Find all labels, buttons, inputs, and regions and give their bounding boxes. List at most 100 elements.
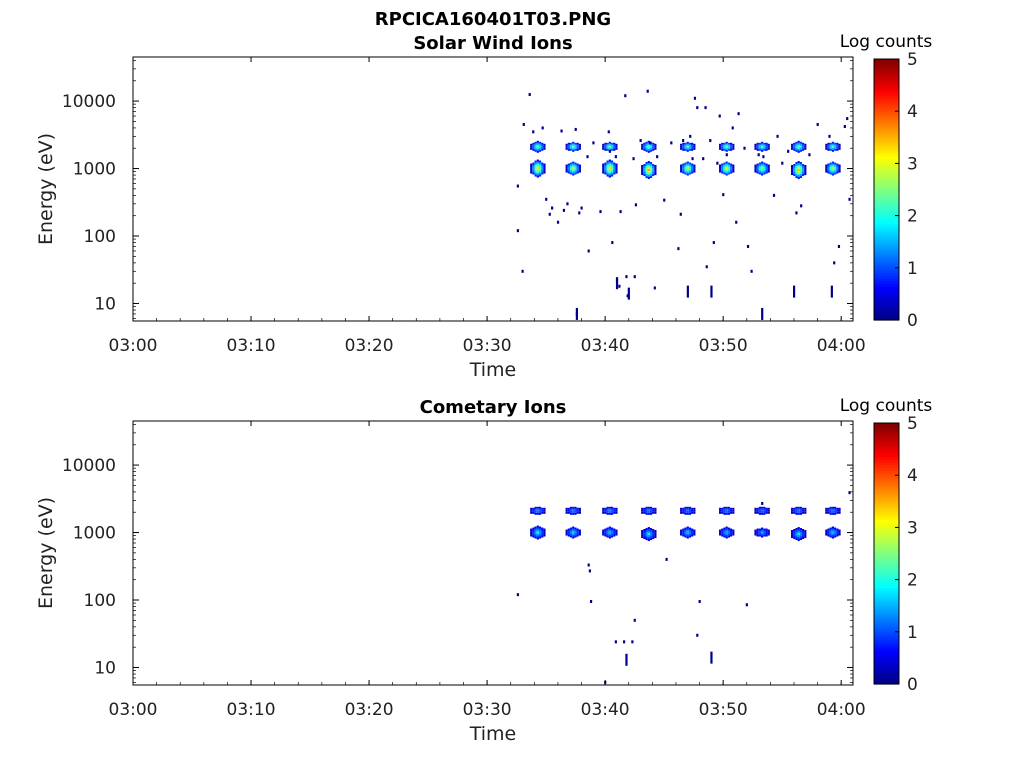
plot-frame (132, 420, 854, 686)
count-cell (576, 509, 579, 512)
count-cell (534, 172, 537, 175)
count-cell (686, 530, 689, 533)
count-cell (754, 507, 757, 510)
count-cell (754, 531, 757, 534)
count-cell (654, 173, 657, 176)
count-cell (645, 528, 648, 531)
count-cell (602, 143, 605, 146)
panel-title: Cometary Ions (420, 397, 567, 418)
count-cell (574, 168, 577, 171)
count-cell (721, 532, 724, 535)
count-cell (721, 142, 724, 145)
count-cell (608, 145, 611, 148)
count-cell (610, 142, 614, 145)
count-cell (719, 529, 722, 532)
count-cell (765, 144, 768, 147)
count-cell (530, 507, 533, 510)
count-cell (613, 146, 616, 149)
count-cell (719, 168, 722, 171)
count-cell (727, 168, 731, 171)
count-cell (608, 508, 611, 511)
count-cell (530, 165, 533, 168)
count-dot (589, 600, 593, 604)
count-cell (538, 166, 542, 169)
count-cell (802, 146, 805, 149)
colorbar-step (874, 105, 899, 110)
count-cell (693, 164, 696, 167)
count-cell (684, 144, 687, 147)
count-cell (838, 143, 841, 146)
colorbar-step (874, 639, 899, 643)
count-cell (569, 527, 573, 530)
count-cell (723, 512, 726, 515)
count-cell (532, 531, 535, 534)
count-cell (795, 538, 798, 541)
energy-peak (825, 141, 841, 152)
x-tick-label: 03:10 (227, 336, 276, 356)
count-cell (686, 506, 689, 509)
count-cell (615, 169, 618, 172)
count-cell (647, 506, 650, 509)
count-cell (574, 170, 577, 173)
count-cell (569, 508, 573, 511)
colorbar-step (874, 475, 899, 479)
count-cell (574, 146, 577, 149)
count-dot (745, 603, 748, 607)
count-cell (829, 148, 832, 151)
colorbar-step (874, 233, 899, 238)
count-cell (652, 172, 655, 175)
count-cell (765, 530, 768, 533)
count-cell (725, 506, 728, 509)
x-tick-label: 04:00 (817, 336, 866, 356)
count-cell (838, 164, 841, 167)
count-cell (834, 168, 837, 171)
count-cell (767, 143, 770, 146)
count-cell (827, 169, 830, 172)
count-cell (645, 174, 648, 177)
count-cell (578, 511, 581, 514)
count-cell (761, 147, 764, 150)
count-cell (831, 528, 835, 531)
count-cell (732, 529, 735, 532)
count-cell (802, 170, 805, 173)
x-tick-label: 03:10 (227, 700, 276, 720)
count-cell (727, 166, 731, 169)
count-cell (725, 534, 728, 537)
count-cell (641, 169, 644, 172)
colorbar-tick-label: 4 (907, 102, 918, 122)
count-cell (578, 147, 581, 150)
colorbar-step (874, 61, 899, 65)
colorbar-step (874, 168, 899, 172)
count-cell (654, 530, 657, 533)
count-cell (797, 512, 800, 515)
count-cell (606, 174, 609, 177)
colorbar-step (874, 134, 899, 138)
count-cell (758, 146, 762, 149)
count-dot (516, 229, 519, 233)
colorbar-step (874, 618, 899, 622)
count-cell (829, 535, 832, 538)
count-cell (804, 509, 807, 512)
colorbar-step (874, 309, 899, 313)
count-dot (848, 197, 851, 201)
count-cell (682, 146, 685, 149)
count-cell (761, 167, 764, 170)
count-dot (761, 501, 764, 505)
count-cell (610, 174, 614, 177)
colorbar-step (874, 145, 899, 149)
colorbar-step (874, 132, 899, 136)
count-cell (654, 536, 657, 539)
count-cell (574, 166, 577, 169)
count-cell (686, 167, 689, 170)
count-cell (610, 508, 614, 511)
count-cell (793, 507, 796, 510)
colorbar-step (874, 511, 899, 515)
count-dot (587, 249, 590, 253)
count-cell (654, 169, 657, 172)
count-cell (604, 168, 607, 171)
count-cell (536, 529, 539, 532)
count-cell (574, 508, 577, 511)
count-cell (604, 142, 607, 145)
count-cell (802, 166, 805, 169)
